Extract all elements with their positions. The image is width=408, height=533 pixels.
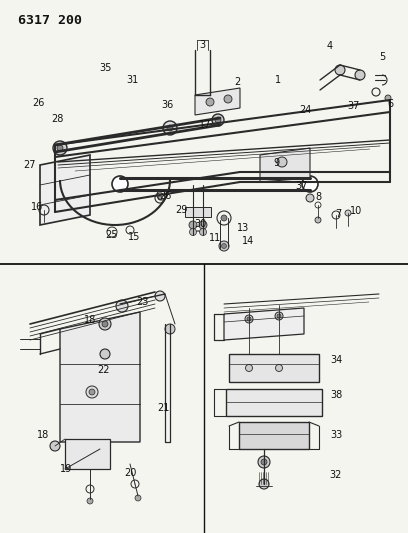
Text: 18: 18 xyxy=(84,315,96,325)
Text: 17: 17 xyxy=(199,120,211,130)
Circle shape xyxy=(215,117,221,123)
Text: 29: 29 xyxy=(175,205,187,215)
Circle shape xyxy=(165,324,175,334)
Text: 16: 16 xyxy=(31,202,43,212)
Circle shape xyxy=(116,300,128,312)
Circle shape xyxy=(199,221,207,229)
Text: 35: 35 xyxy=(99,63,111,73)
Text: 11: 11 xyxy=(209,233,221,243)
Circle shape xyxy=(100,349,110,359)
Text: 23: 23 xyxy=(136,297,148,307)
Text: 24: 24 xyxy=(299,105,311,115)
Circle shape xyxy=(158,196,162,200)
Circle shape xyxy=(86,386,98,398)
Circle shape xyxy=(355,70,365,80)
Text: 15: 15 xyxy=(128,232,140,242)
Text: 14: 14 xyxy=(242,236,254,246)
Text: 2: 2 xyxy=(234,77,240,87)
Circle shape xyxy=(275,312,283,320)
Text: 20: 20 xyxy=(124,468,136,478)
Circle shape xyxy=(258,456,270,468)
Circle shape xyxy=(245,315,253,323)
Circle shape xyxy=(259,479,269,489)
Circle shape xyxy=(385,95,391,101)
Bar xyxy=(229,354,319,382)
Circle shape xyxy=(87,498,93,504)
Text: 37: 37 xyxy=(348,101,360,111)
Text: 4: 4 xyxy=(327,41,333,51)
Text: 5: 5 xyxy=(379,52,385,62)
Circle shape xyxy=(200,229,206,236)
Circle shape xyxy=(277,314,281,318)
Circle shape xyxy=(155,291,165,301)
Text: 9: 9 xyxy=(273,158,279,168)
Text: 6: 6 xyxy=(387,99,393,109)
Circle shape xyxy=(335,65,345,75)
Text: 26: 26 xyxy=(32,98,44,108)
Polygon shape xyxy=(260,148,310,182)
Text: 36: 36 xyxy=(161,100,173,110)
Polygon shape xyxy=(40,155,90,225)
Circle shape xyxy=(167,125,173,131)
Circle shape xyxy=(261,459,267,465)
Circle shape xyxy=(206,98,214,106)
Circle shape xyxy=(53,141,67,155)
Text: 34: 34 xyxy=(330,355,342,365)
Text: 28: 28 xyxy=(51,114,63,124)
Polygon shape xyxy=(239,422,309,449)
Polygon shape xyxy=(60,312,140,442)
Circle shape xyxy=(189,221,197,229)
Text: 3: 3 xyxy=(199,40,205,50)
Circle shape xyxy=(302,176,318,192)
Text: 26: 26 xyxy=(159,191,171,201)
Circle shape xyxy=(89,389,95,395)
Circle shape xyxy=(275,365,282,372)
Text: 25: 25 xyxy=(106,230,118,240)
Text: 30: 30 xyxy=(194,219,206,229)
Circle shape xyxy=(221,215,227,221)
Text: 6317 200: 6317 200 xyxy=(18,14,82,27)
Circle shape xyxy=(219,241,229,251)
Text: 7: 7 xyxy=(335,209,341,219)
Text: 22: 22 xyxy=(98,365,110,375)
Circle shape xyxy=(315,217,321,223)
Circle shape xyxy=(102,321,108,327)
Text: 1: 1 xyxy=(275,75,281,85)
Text: 38: 38 xyxy=(330,390,342,400)
Text: 21: 21 xyxy=(157,403,169,413)
Circle shape xyxy=(277,157,287,167)
Text: 37: 37 xyxy=(296,181,308,191)
Text: 31: 31 xyxy=(126,75,138,85)
Circle shape xyxy=(246,365,253,372)
Text: 32: 32 xyxy=(330,470,342,480)
Text: 18: 18 xyxy=(37,430,49,440)
Circle shape xyxy=(189,229,197,236)
Circle shape xyxy=(135,495,141,501)
Circle shape xyxy=(247,317,251,321)
Circle shape xyxy=(57,145,63,151)
Circle shape xyxy=(163,121,177,135)
Circle shape xyxy=(50,441,60,451)
Circle shape xyxy=(224,95,232,103)
Text: 13: 13 xyxy=(237,223,249,233)
Text: 27: 27 xyxy=(24,160,36,170)
Circle shape xyxy=(222,244,226,248)
Text: 33: 33 xyxy=(330,430,342,440)
Circle shape xyxy=(345,210,351,216)
Circle shape xyxy=(306,194,314,202)
Circle shape xyxy=(212,114,224,126)
Bar xyxy=(185,207,211,217)
Circle shape xyxy=(112,176,128,192)
Polygon shape xyxy=(224,308,304,340)
Polygon shape xyxy=(226,389,322,416)
Text: 10: 10 xyxy=(350,206,362,216)
Text: 19: 19 xyxy=(60,464,72,474)
Polygon shape xyxy=(195,88,240,115)
Polygon shape xyxy=(65,439,110,469)
Text: 8: 8 xyxy=(315,192,321,202)
Circle shape xyxy=(99,318,111,330)
